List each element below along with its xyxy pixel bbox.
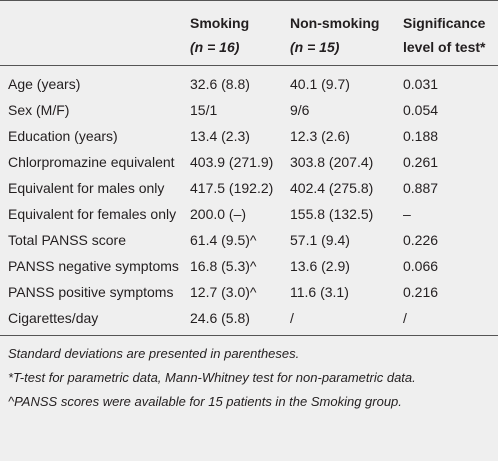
footnote: *T-test for parametric data, Mann-Whitne… bbox=[8, 370, 416, 385]
table-row: Chlorpromazine equivalent 403.9 (271.9) 30… bbox=[0, 149, 498, 175]
cell: 0.066 bbox=[403, 258, 439, 274]
row-label: Chlorpromazine equivalent bbox=[8, 154, 175, 170]
cell: 403.9 (271.9) bbox=[190, 154, 274, 170]
cell: / bbox=[403, 310, 407, 326]
cell: 200.0 (–) bbox=[190, 206, 247, 222]
cell: 0.216 bbox=[403, 284, 439, 300]
table-row: Total PANSS score 61.4 (9.5)^ 57.1 (9.4) 0.… bbox=[0, 227, 498, 253]
row-label: PANSS negative symptoms bbox=[8, 258, 179, 274]
cell: 32.6 (8.8) bbox=[190, 76, 250, 92]
cell: 12.3 (2.6) bbox=[290, 128, 350, 144]
table-row: PANSS negative symptoms 16.8 (5.3)^ 13.6 (… bbox=[0, 253, 498, 279]
row-label: Equivalent for males only bbox=[8, 180, 165, 196]
row-label: Age (years) bbox=[8, 76, 81, 92]
cell: 417.5 (192.2) bbox=[190, 180, 274, 196]
cell: 303.8 (207.4) bbox=[290, 154, 374, 170]
footnote: Standard deviations are presented in par… bbox=[8, 346, 300, 361]
header-title: Non-smoking bbox=[290, 15, 380, 31]
table-row: Equivalent for females only 200.0 (–) 155.… bbox=[0, 201, 498, 227]
cell: 13.6 (2.9) bbox=[290, 258, 350, 274]
cell: 155.8 (132.5) bbox=[290, 206, 374, 222]
cell: 57.1 (9.4) bbox=[290, 232, 350, 248]
header-cell bbox=[0, 1, 182, 66]
cell: 40.1 (9.7) bbox=[290, 76, 350, 92]
header-cell: Non-smoking (n = 15) bbox=[282, 1, 395, 66]
header-title: Smoking bbox=[190, 15, 250, 31]
table-row: Age (years) 32.6 (8.8) 40.1 (9.7) 0.031 bbox=[0, 66, 498, 98]
cell: 15/1 bbox=[190, 102, 218, 118]
cell: 12.7 (3.0)^ bbox=[190, 284, 257, 300]
cell: 402.4 (275.8) bbox=[290, 180, 374, 196]
row-label: Education (years) bbox=[8, 128, 118, 144]
table-row: Sex (M/F) 15/1 9/6 0.054 bbox=[0, 97, 498, 123]
cell: 0.887 bbox=[403, 180, 439, 196]
cell: – bbox=[403, 206, 411, 222]
table-row: Equivalent for males only 417.5 (192.2) 40… bbox=[0, 175, 498, 201]
cell: 9/6 bbox=[290, 102, 310, 118]
row-label: Total PANSS score bbox=[8, 232, 127, 248]
row-label: PANSS positive symptoms bbox=[8, 284, 174, 300]
row-label: Sex (M/F) bbox=[8, 102, 70, 118]
cell: / bbox=[290, 310, 294, 326]
header-cell: Smoking (n = 16) bbox=[182, 1, 282, 66]
table: Smoking (n = 16) Non-smoking (n = 15) Signif… bbox=[0, 1, 498, 336]
header-title: Significance level of test* bbox=[403, 15, 486, 55]
table-row: PANSS positive symptoms 12.7 (3.0)^ 11.6 (… bbox=[0, 279, 498, 305]
footnotes: Standard deviations are presented in par… bbox=[0, 336, 498, 414]
header-sub: (n = 16) bbox=[190, 39, 240, 55]
row-label: Cigarettes/day bbox=[8, 310, 99, 326]
header-cell: Significance level of test* bbox=[395, 1, 498, 66]
header-row: Smoking (n = 16) Non-smoking (n = 15) Signif… bbox=[0, 1, 498, 66]
table-row: Education (years) 13.4 (2.3) 12.3 (2.6) 0.1… bbox=[0, 123, 498, 149]
table-row: Cigarettes/day 24.6 (5.8) / / bbox=[0, 305, 498, 336]
cell: 61.4 (9.5)^ bbox=[190, 232, 257, 248]
header-sub: (n = 15) bbox=[290, 39, 340, 55]
footnote: ^PANSS scores were available for 15 pati… bbox=[8, 394, 402, 409]
row-label: Equivalent for females only bbox=[8, 206, 177, 222]
table-body: Age (years) 32.6 (8.8) 40.1 (9.7) 0.031 Sex … bbox=[0, 66, 498, 336]
cell: 0.031 bbox=[403, 76, 439, 92]
cell: 0.188 bbox=[403, 128, 439, 144]
cell: 0.261 bbox=[403, 154, 439, 170]
cell: 0.226 bbox=[403, 232, 439, 248]
cell: 24.6 (5.8) bbox=[190, 310, 250, 326]
cell: 11.6 (3.1) bbox=[290, 284, 349, 300]
cell: 13.4 (2.3) bbox=[190, 128, 250, 144]
cell: 0.054 bbox=[403, 102, 439, 118]
cell: 16.8 (5.3)^ bbox=[190, 258, 257, 274]
